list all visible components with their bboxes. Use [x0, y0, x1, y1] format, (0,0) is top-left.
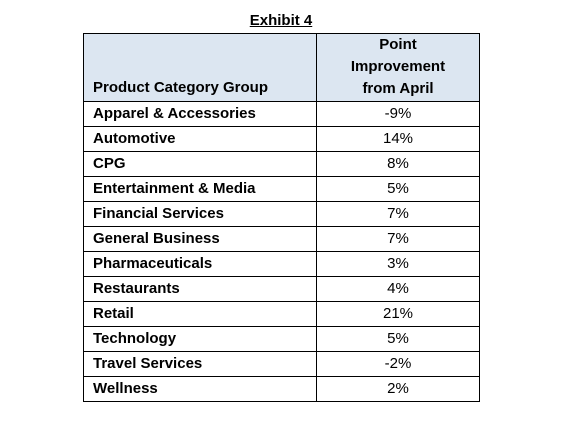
- exhibit-title: Exhibit 4: [249, 12, 313, 29]
- table-row: Automotive 14%: [83, 126, 480, 152]
- category-cell: Retail: [83, 301, 317, 327]
- category-cell: Technology: [83, 326, 317, 352]
- header-line: Point: [379, 36, 417, 53]
- category-cell: Travel Services: [83, 351, 317, 377]
- table-row: Pharmaceuticals 3%: [83, 251, 480, 277]
- category-cell: Pharmaceuticals: [83, 251, 317, 277]
- category-cell: General Business: [83, 226, 317, 252]
- table-row: General Business 7%: [83, 226, 480, 252]
- category-cell: CPG: [83, 151, 317, 177]
- column-header-category: Product Category Group: [83, 33, 317, 102]
- improvement-cell: 21%: [316, 301, 480, 327]
- improvement-cell: 5%: [316, 326, 480, 352]
- category-cell: Apparel & Accessories: [83, 101, 317, 127]
- improvement-cell: 2%: [316, 376, 480, 402]
- column-header-improvement: Point Improvement from April: [316, 33, 480, 102]
- category-cell: Wellness: [83, 376, 317, 402]
- table-row: Retail 21%: [83, 301, 480, 327]
- improvement-cell: -2%: [316, 351, 480, 377]
- header-line: from April: [362, 80, 434, 97]
- improvement-cell: -9%: [316, 101, 480, 127]
- data-table: Product Category Group Point Improvement…: [83, 33, 480, 402]
- improvement-cell: 4%: [316, 276, 480, 302]
- table-row: CPG 8%: [83, 151, 480, 177]
- table-row: Travel Services -2%: [83, 351, 480, 377]
- category-cell: Entertainment & Media: [83, 176, 317, 202]
- table-row: Wellness 2%: [83, 376, 480, 402]
- category-cell: Automotive: [83, 126, 317, 152]
- improvement-cell: 8%: [316, 151, 480, 177]
- table-header-row: Product Category Group Point Improvement…: [83, 33, 480, 102]
- header-line: Improvement: [350, 58, 446, 75]
- table-row: Entertainment & Media 5%: [83, 176, 480, 202]
- improvement-cell: 3%: [316, 251, 480, 277]
- table-row: Financial Services 7%: [83, 201, 480, 227]
- improvement-cell: 7%: [316, 201, 480, 227]
- category-cell: Financial Services: [83, 201, 317, 227]
- improvement-cell: 5%: [316, 176, 480, 202]
- improvement-cell: 14%: [316, 126, 480, 152]
- table-row: Apparel & Accessories -9%: [83, 101, 480, 127]
- improvement-cell: 7%: [316, 226, 480, 252]
- table-row: Restaurants 4%: [83, 276, 480, 302]
- table-body: Apparel & Accessories -9% Automotive 14%…: [83, 101, 480, 402]
- category-cell: Restaurants: [83, 276, 317, 302]
- table-row: Technology 5%: [83, 326, 480, 352]
